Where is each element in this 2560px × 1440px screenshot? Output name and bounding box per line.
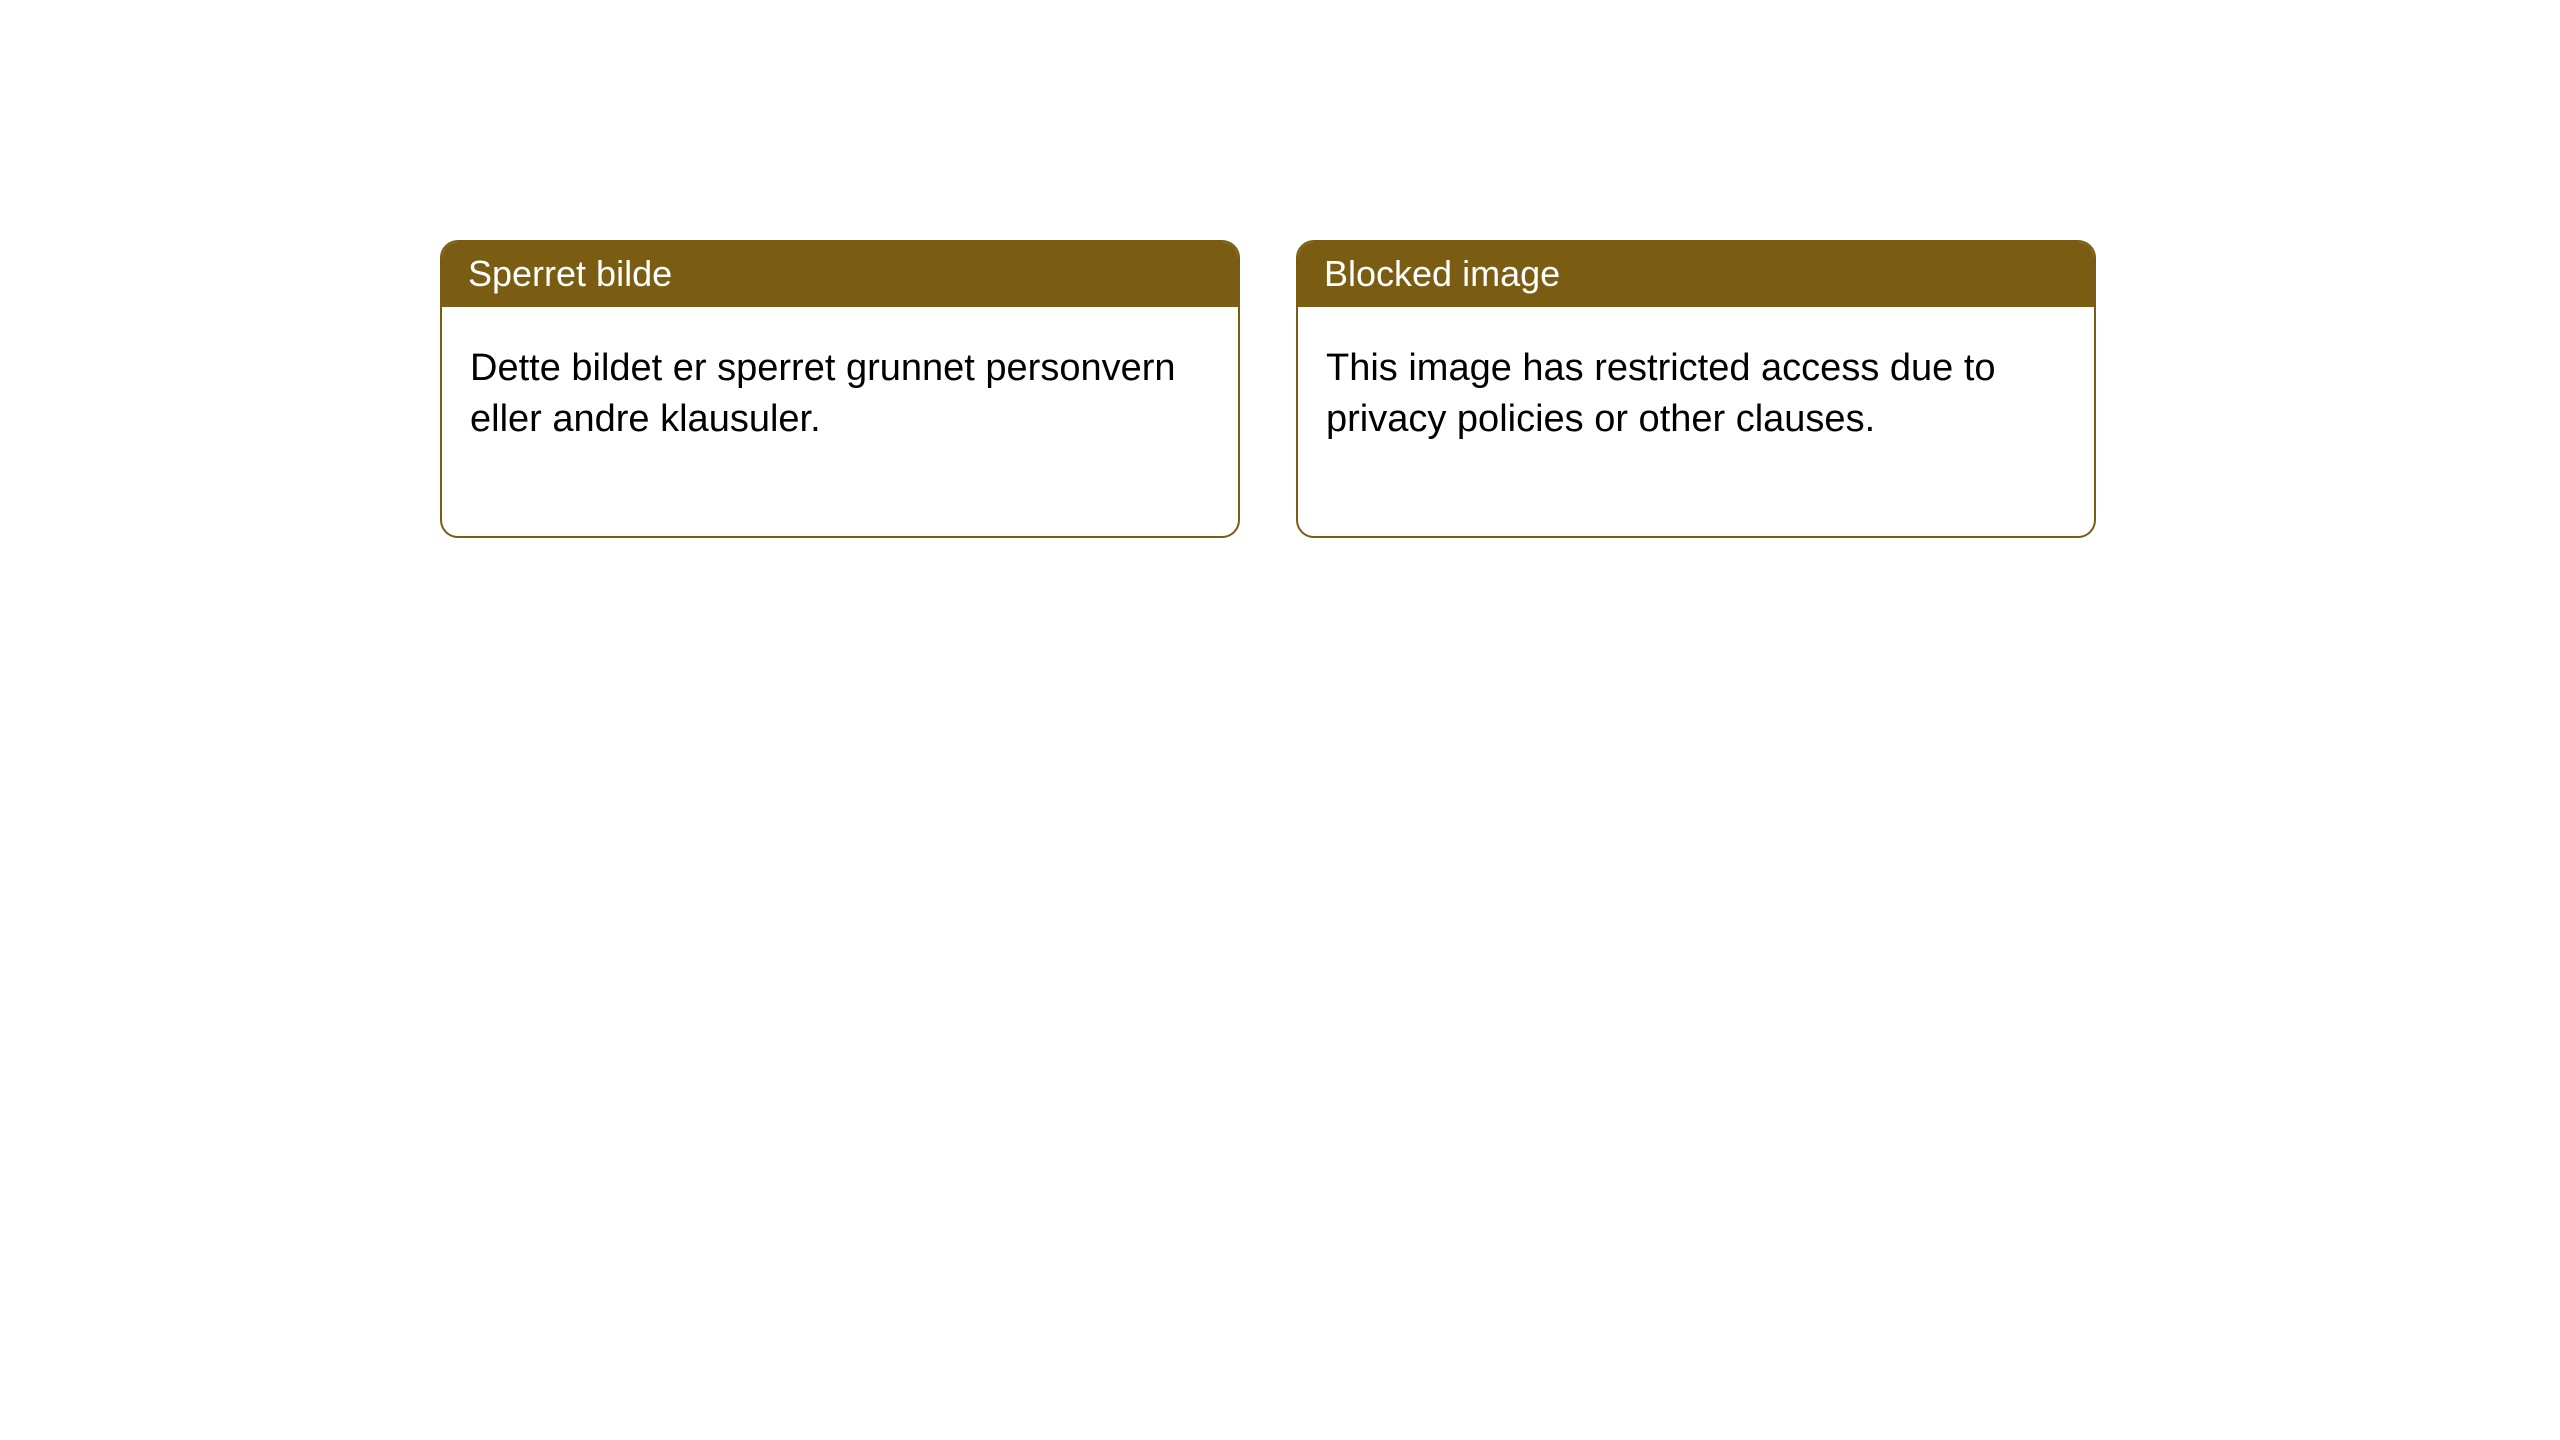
notice-body-english: This image has restricted access due to … bbox=[1298, 307, 2094, 536]
notice-box-norwegian: Sperret bilde Dette bildet er sperret gr… bbox=[440, 240, 1240, 538]
notice-title-norwegian: Sperret bilde bbox=[442, 242, 1238, 307]
notice-title-english: Blocked image bbox=[1298, 242, 2094, 307]
notice-container: Sperret bilde Dette bildet er sperret gr… bbox=[440, 240, 2096, 538]
notice-box-english: Blocked image This image has restricted … bbox=[1296, 240, 2096, 538]
notice-body-norwegian: Dette bildet er sperret grunnet personve… bbox=[442, 307, 1238, 536]
